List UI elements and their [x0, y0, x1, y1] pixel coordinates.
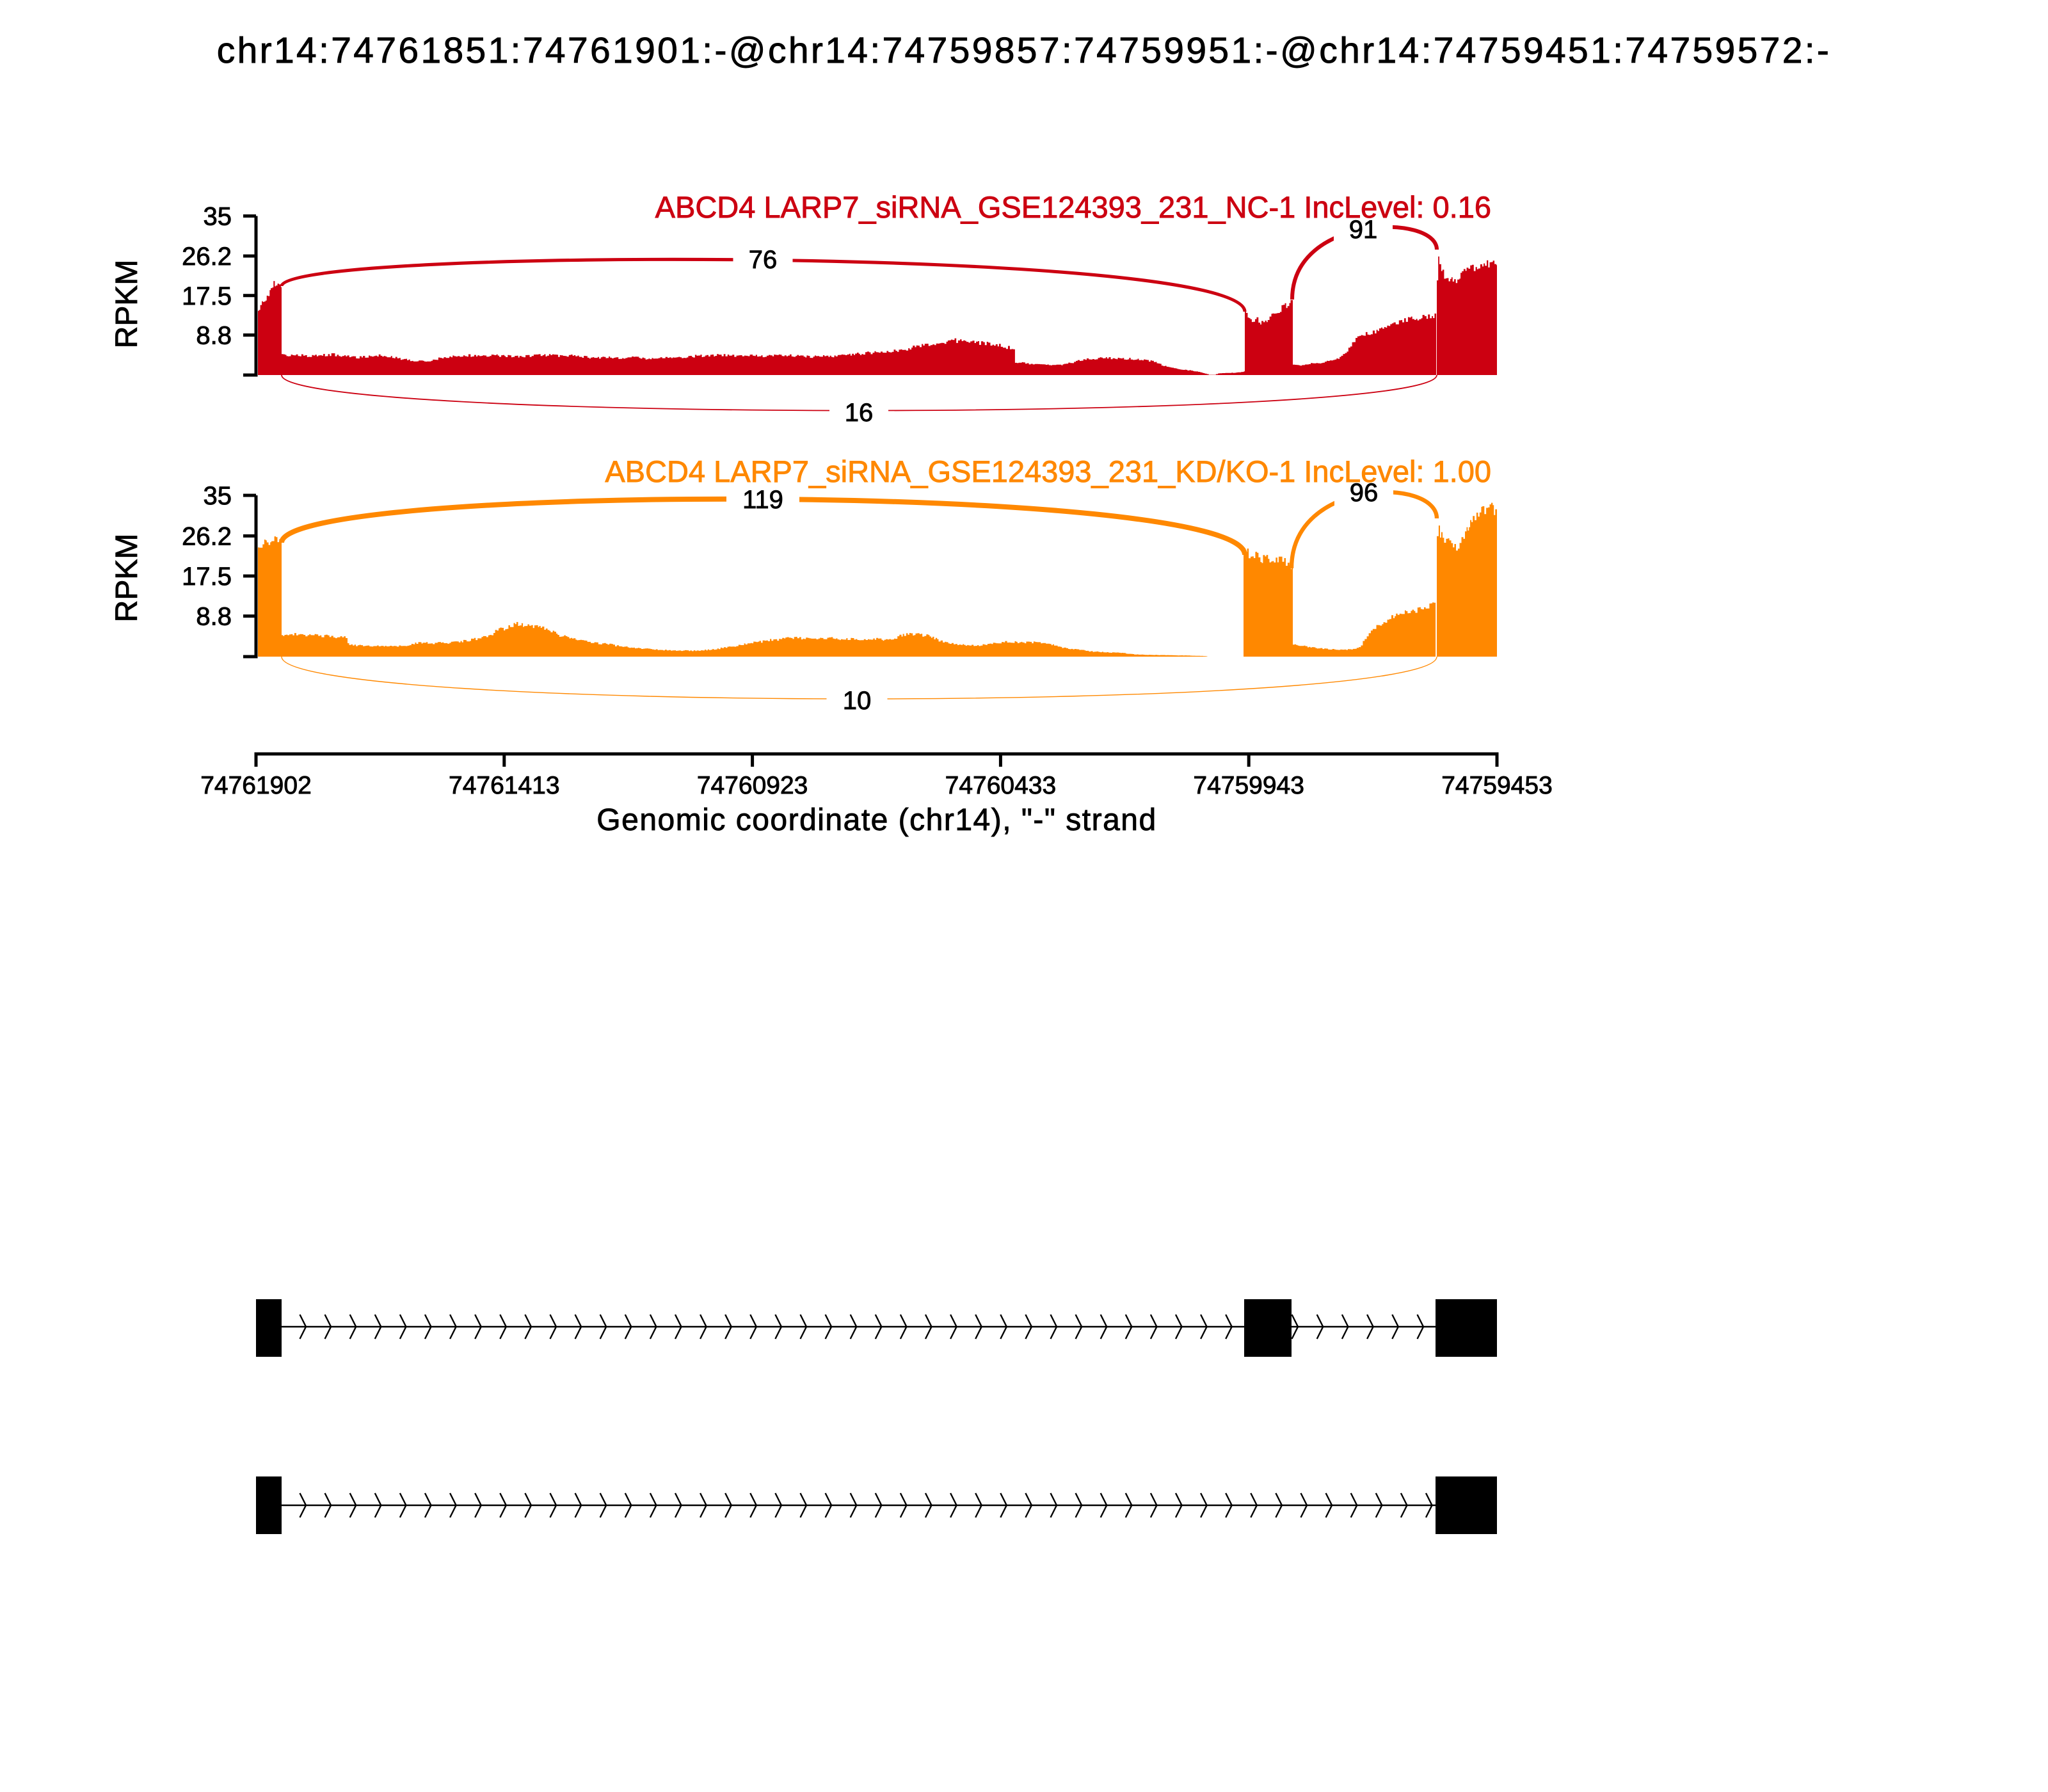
svg-text:74761413: 74761413 — [449, 772, 560, 799]
svg-text:91: 91 — [1349, 216, 1378, 244]
svg-text:74760923: 74760923 — [697, 772, 808, 799]
svg-text:Genomic coordinate (chr14), "-: Genomic coordinate (chr14), "-" strand — [596, 803, 1156, 837]
svg-text:119: 119 — [742, 486, 783, 514]
svg-text:17.5: 17.5 — [182, 282, 232, 310]
svg-text:76: 76 — [749, 246, 778, 274]
svg-text:16: 16 — [845, 399, 874, 427]
svg-text:74761902: 74761902 — [200, 772, 312, 799]
svg-text:74759943: 74759943 — [1193, 772, 1304, 799]
svg-text:chr14:74761851:74761901:-@chr1: chr14:74761851:74761901:-@chr14:74759857… — [217, 30, 1832, 71]
svg-text:8.8: 8.8 — [196, 603, 232, 631]
svg-text:74760433: 74760433 — [945, 772, 1057, 799]
svg-text:26.2: 26.2 — [182, 243, 232, 271]
svg-text:ABCD4 LARP7_siRNA_GSE124393_23: ABCD4 LARP7_siRNA_GSE124393_231_NC-1 Inc… — [655, 190, 1491, 224]
svg-text:26.2: 26.2 — [182, 522, 232, 550]
svg-text:35: 35 — [204, 203, 232, 231]
svg-text:RPKM: RPKM — [110, 534, 144, 623]
svg-text:35: 35 — [204, 482, 232, 510]
svg-text:ABCD4 LARP7_siRNA_GSE124393_23: ABCD4 LARP7_siRNA_GSE124393_231_KD/KO-1 … — [605, 454, 1491, 488]
svg-text:10: 10 — [843, 687, 872, 715]
svg-text:74759453: 74759453 — [1441, 772, 1553, 799]
svg-text:RPKM: RPKM — [110, 260, 144, 349]
svg-text:17.5: 17.5 — [182, 563, 232, 591]
svg-text:96: 96 — [1350, 479, 1379, 507]
svg-text:8.8: 8.8 — [196, 322, 232, 350]
